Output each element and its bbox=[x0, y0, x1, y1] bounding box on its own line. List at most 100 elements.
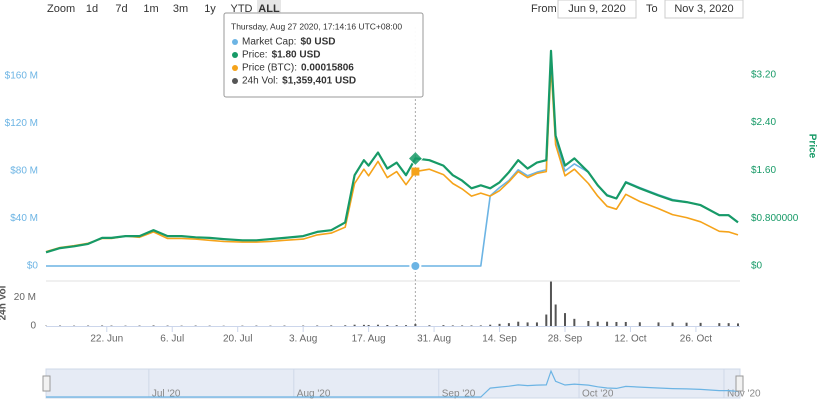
volume-bar bbox=[395, 325, 398, 326]
y4-title: 24h Vol bbox=[0, 285, 9, 320]
navigator-tick-label: Aug '20 bbox=[297, 389, 331, 400]
from-label: From bbox=[531, 3, 557, 15]
y4-tick-label: 20 M bbox=[14, 292, 36, 303]
volume-bar bbox=[376, 324, 379, 326]
volume-bar bbox=[718, 323, 721, 326]
x-tick-label: 17. Aug bbox=[352, 334, 386, 345]
volume-bar bbox=[535, 322, 538, 326]
tooltip-value: $1,359,401 USD bbox=[282, 76, 356, 87]
y2-tick-label: $0 bbox=[751, 261, 763, 272]
volume-bar bbox=[573, 318, 576, 326]
volume-bar bbox=[367, 324, 370, 326]
volume-bar bbox=[451, 325, 454, 326]
tooltip-swatch bbox=[232, 39, 238, 45]
x-tick-label: 12. Oct bbox=[614, 334, 646, 345]
navigator-line bbox=[46, 369, 739, 398]
volume-bar bbox=[727, 323, 730, 326]
volume-bar bbox=[549, 281, 552, 326]
navigator-background bbox=[45, 368, 741, 399]
volume-bar bbox=[564, 313, 566, 326]
y2-title: Price bbox=[806, 134, 817, 159]
y-tick-label: $40 M bbox=[10, 213, 38, 224]
from-input[interactable] bbox=[557, 0, 637, 19]
volume-bar bbox=[498, 323, 501, 326]
navigator-tick-label: Sep '20 bbox=[442, 389, 476, 400]
y2-tick-label: $2.40 bbox=[751, 117, 776, 128]
volume-bar bbox=[101, 325, 104, 326]
tooltip: Thursday, Aug 27 2020, 17:14:16 UTC+08:0… bbox=[223, 12, 424, 98]
series-line bbox=[45, 49, 739, 254]
navigator-handle-right[interactable] bbox=[735, 375, 744, 392]
navigator-tick-label: Oct '20 bbox=[582, 389, 614, 400]
to-label: To bbox=[646, 3, 658, 15]
zoom-label: Zoom bbox=[47, 3, 75, 15]
volume-bar bbox=[330, 325, 333, 326]
volume-bar bbox=[316, 325, 319, 326]
zoom-button[interactable]: YTD bbox=[231, 3, 253, 15]
volume-bar bbox=[624, 321, 627, 326]
zoom-button[interactable]: 1m bbox=[143, 3, 158, 15]
y-tick-label: $160 M bbox=[5, 71, 38, 82]
tooltip-box bbox=[223, 12, 424, 98]
volume-bar bbox=[386, 324, 389, 326]
y-tick-label: $0 bbox=[27, 261, 39, 272]
tooltip-label: Price: bbox=[242, 50, 268, 61]
volume-bar bbox=[526, 322, 529, 326]
y2-tick-label: $0.800000 bbox=[751, 213, 799, 224]
volume-bar bbox=[362, 324, 365, 326]
hover-marker bbox=[409, 260, 422, 272]
volume-bar bbox=[737, 323, 739, 326]
y4-tick-label: 0 bbox=[30, 321, 36, 332]
volume-bar bbox=[615, 321, 618, 326]
y2-tick-label: $3.20 bbox=[751, 69, 776, 80]
volume-bar bbox=[587, 320, 590, 326]
x-tick-label: 31. Aug bbox=[417, 334, 451, 345]
volume-bar bbox=[517, 321, 520, 326]
volume-bar bbox=[671, 322, 674, 326]
zoom-button[interactable]: 1y bbox=[204, 3, 216, 15]
hover-marker bbox=[407, 150, 424, 167]
tooltip-value: $1.80 USD bbox=[272, 50, 321, 61]
volume-bar bbox=[344, 325, 347, 326]
zoom-button[interactable]: 3m bbox=[173, 3, 188, 15]
series-line bbox=[45, 65, 739, 253]
x-tick-label: 6. Jul bbox=[160, 334, 184, 345]
volume-bar bbox=[428, 325, 431, 326]
x-tick-label: 14. Sep bbox=[482, 334, 517, 345]
volume-bar bbox=[507, 323, 510, 326]
volume-bar bbox=[405, 325, 408, 326]
tooltip-swatch bbox=[232, 65, 238, 71]
volume-bar bbox=[461, 325, 464, 326]
from-date: Jun 9, 2020 bbox=[568, 3, 626, 15]
tooltip-label: Price (BTC): bbox=[242, 63, 297, 74]
tooltip-value: 0.00015806 bbox=[301, 63, 354, 74]
volume-bar bbox=[152, 325, 155, 326]
to-input[interactable] bbox=[664, 0, 744, 19]
volume-bar bbox=[638, 322, 641, 326]
volume-bar bbox=[545, 314, 548, 326]
volume-bar bbox=[479, 325, 482, 326]
volume-bar bbox=[657, 322, 660, 326]
zoom-button[interactable]: 7d bbox=[115, 3, 127, 15]
volume-bar bbox=[699, 322, 702, 326]
zoom-button[interactable]: ALL bbox=[258, 3, 280, 15]
volume-bar bbox=[442, 325, 445, 326]
tooltip-value: $0 USD bbox=[300, 37, 335, 48]
volume-bar bbox=[596, 321, 599, 326]
plot-area: $0 $40 M $80 M $120 M $160 M $0 $0.800000 $1.60… bbox=[5, 27, 799, 345]
y-tick-label: $120 M bbox=[5, 118, 38, 129]
volume-bar bbox=[489, 324, 492, 326]
navigator-tick-label: Nov '20 bbox=[727, 389, 761, 400]
volume-bar bbox=[606, 321, 609, 326]
x-tick-label: 3. Aug bbox=[289, 334, 317, 345]
x-tick-label: 28. Sep bbox=[548, 334, 583, 345]
navigator-handle-left[interactable] bbox=[42, 375, 51, 392]
tooltip-label: Market Cap: bbox=[242, 37, 296, 48]
hover-marker bbox=[411, 167, 420, 176]
navigator-tick-label: Jul '20 bbox=[152, 389, 181, 400]
x-tick-label: 22. Jun bbox=[90, 334, 123, 345]
x-tick-label: 26. Oct bbox=[680, 334, 712, 345]
tooltip-label: 24h Vol: bbox=[242, 76, 278, 87]
zoom-button[interactable]: 1d bbox=[86, 3, 98, 15]
